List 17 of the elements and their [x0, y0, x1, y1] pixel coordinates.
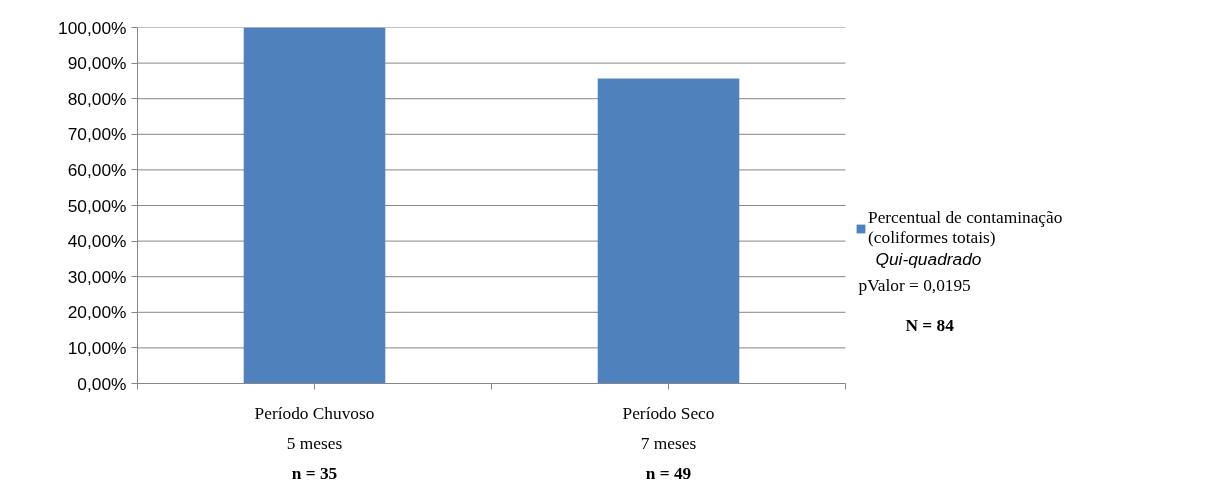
y-tick-label: 50,00%	[67, 195, 127, 216]
y-tick-label: 40,00%	[67, 231, 127, 252]
y-tick-label: 80,00%	[67, 88, 127, 109]
y-tick-label: 70,00%	[67, 124, 127, 145]
category-label: Período Chuvoso 5 meses n = 35	[254, 403, 375, 483]
y-tick-label: 10,00%	[67, 337, 127, 358]
y-tick-label: 20,00%	[67, 302, 127, 323]
y-tick-label: 100,00%	[58, 17, 127, 38]
text: N = 84	[905, 316, 955, 335]
y-tick-label: 60,00%	[67, 159, 127, 180]
text: pValor = 0,0195	[858, 276, 971, 295]
y-tick-label: 90,00%	[67, 53, 127, 74]
category-label: Período Seco 7 meses n = 49	[622, 403, 715, 483]
y-tick-label: 30,00%	[67, 266, 127, 287]
legend-label: Percentual de contaminação (coliformes totais)	[868, 208, 1063, 248]
y-tick-label: 0,00%	[77, 373, 127, 394]
text: Qui-quadrado	[875, 248, 982, 269]
